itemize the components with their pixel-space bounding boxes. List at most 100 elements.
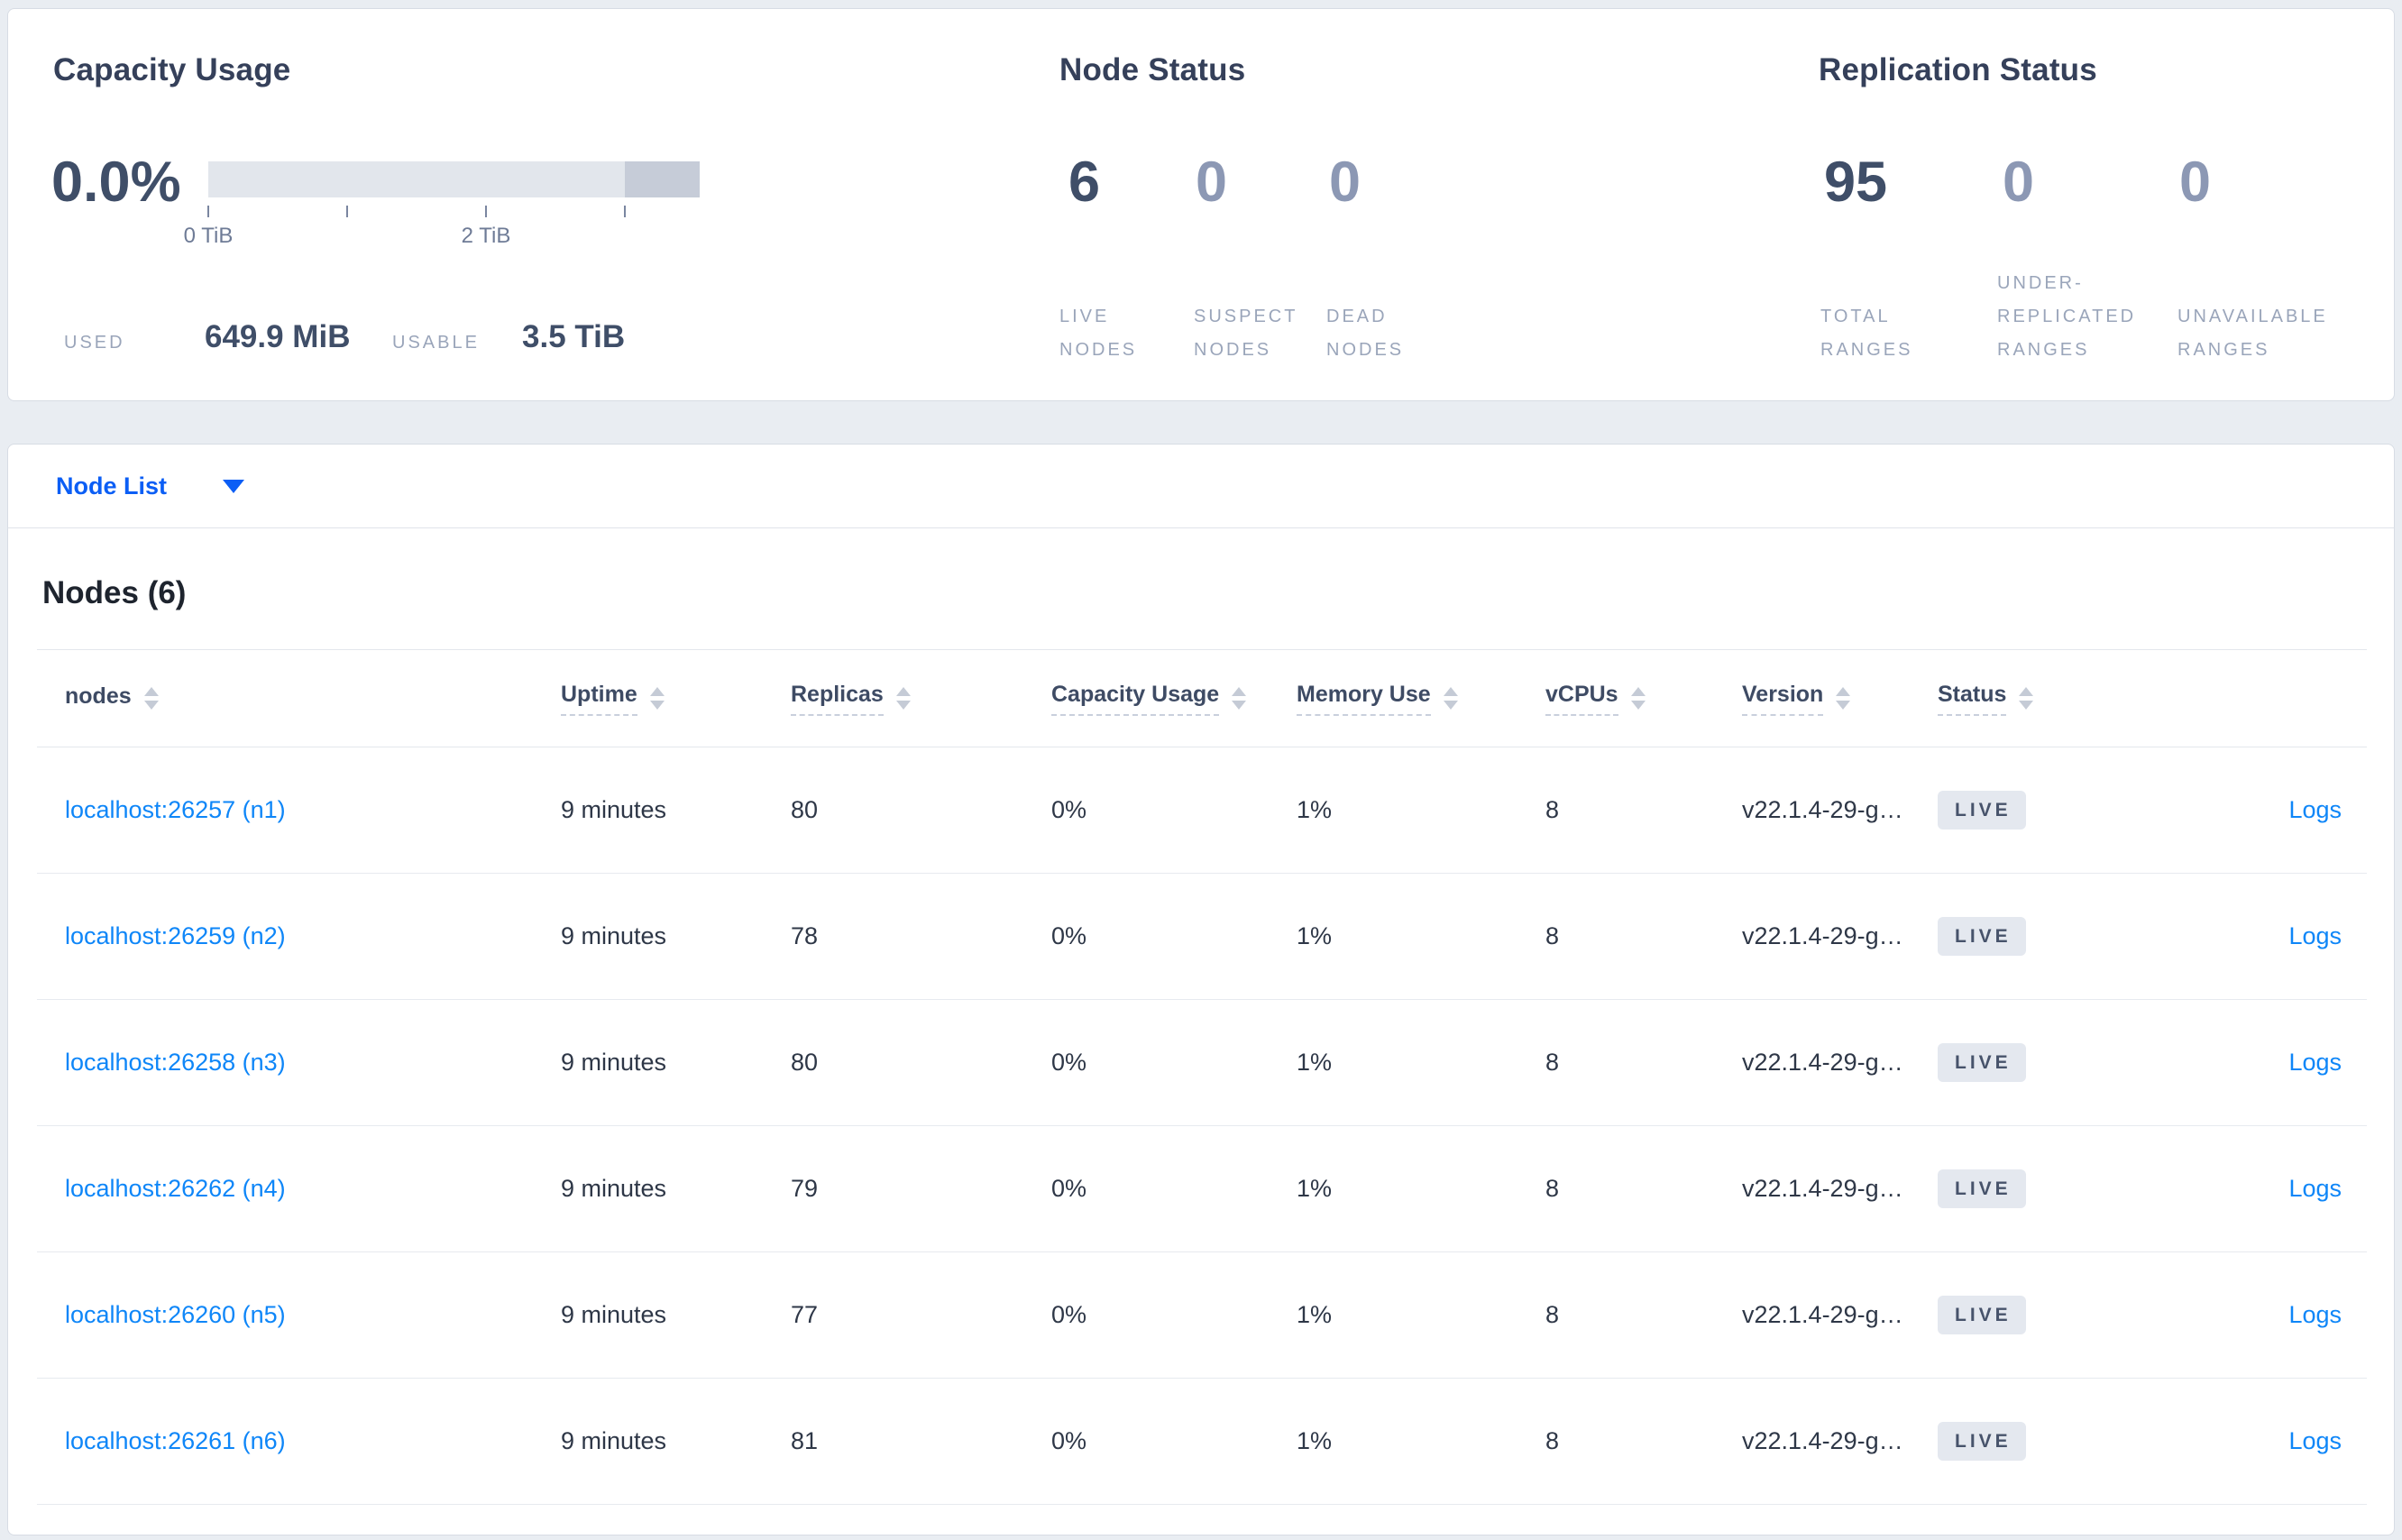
capacity-cell: 0% [1051, 922, 1087, 949]
sort-icon[interactable] [649, 687, 665, 710]
column-header-uptime[interactable]: Uptime [561, 682, 791, 716]
vcpus-cell: 8 [1545, 796, 1560, 823]
total-ranges-label: TOTAL RANGES [1820, 307, 1913, 360]
chevron-down-icon [223, 479, 245, 493]
sort-icon[interactable] [895, 687, 911, 710]
table-row: localhost:26262 (n4) 9 minutes 79 0% 1% … [37, 1126, 2367, 1252]
column-header-version[interactable]: Version [1742, 682, 1938, 716]
column-header-label: Replicas [791, 682, 884, 716]
uptime-cell: 9 minutes [561, 1049, 667, 1076]
uptime-cell: 9 minutes [561, 1427, 667, 1454]
column-header-capacity-usage[interactable]: Capacity Usage [1051, 682, 1297, 716]
status-badge: LIVE [1938, 1422, 2026, 1461]
unavailable-count: 0 [2179, 151, 2212, 214]
suspect-nodes-count: 0 [1196, 151, 1228, 214]
capacity-cell: 0% [1051, 796, 1087, 823]
sort-icon[interactable] [143, 687, 159, 710]
status-cell: LIVE [1938, 791, 2138, 830]
status-cell: LIVE [1938, 1043, 2138, 1082]
replicas-cell: 80 [791, 1049, 819, 1076]
column-header-replicas[interactable]: Replicas [791, 682, 1051, 716]
memory-cell: 1% [1297, 1175, 1333, 1202]
cluster-summary-card: Capacity Usage 0.0% 0 TiB 2 TiB USED 649… [7, 8, 2395, 401]
live-nodes-label: LIVE NODES [1059, 307, 1138, 360]
sort-icon[interactable] [1232, 687, 1247, 710]
memory-cell: 1% [1297, 796, 1333, 823]
node-list-dropdown-label: Node List [56, 472, 168, 500]
logs-cell: Logs [2138, 1301, 2367, 1329]
sort-icon[interactable] [1630, 687, 1646, 710]
column-header-label: Version [1742, 682, 1824, 716]
capacity-cell: 0% [1051, 1301, 1087, 1328]
logs-link[interactable]: Logs [2288, 1049, 2342, 1076]
sort-icon[interactable] [1443, 687, 1458, 710]
nodes-table-card: Nodes (6) nodes Uptime Replicas Capacity… [7, 527, 2395, 1535]
node-cell: localhost:26258 (n3) [37, 1049, 561, 1077]
status-cell: LIVE [1938, 917, 2138, 956]
column-header-label: vCPUs [1545, 682, 1618, 716]
column-header-status[interactable]: Status [1938, 682, 2138, 716]
table-row: localhost:26259 (n2) 9 minutes 78 0% 1% … [37, 874, 2367, 1000]
logs-link[interactable]: Logs [2288, 922, 2342, 949]
node-cell: localhost:26262 (n4) [37, 1175, 561, 1203]
node-link[interactable]: localhost:26257 (n1) [65, 796, 286, 823]
uptime-cell: 9 minutes [561, 1301, 667, 1328]
capacity-bar-tail [625, 161, 700, 197]
vcpus-cell: 8 [1545, 1301, 1560, 1328]
column-header-nodes[interactable]: nodes [37, 683, 561, 713]
memory-cell: 1% [1297, 1301, 1333, 1328]
memory-cell: 1% [1297, 1427, 1333, 1454]
column-header-memory-use[interactable]: Memory Use [1297, 682, 1545, 716]
logs-link[interactable]: Logs [2288, 1175, 2342, 1202]
logs-link[interactable]: Logs [2288, 1301, 2342, 1328]
memory-cell: 1% [1297, 1049, 1333, 1076]
logs-cell: Logs [2138, 1427, 2367, 1455]
uptime-cell: 9 minutes [561, 796, 667, 823]
node-link[interactable]: localhost:26258 (n3) [65, 1049, 286, 1076]
column-header-label: Uptime [561, 682, 637, 716]
node-list-dropdown[interactable]: Node List [56, 472, 245, 500]
status-badge: LIVE [1938, 1043, 2026, 1082]
under-replicated-count: 0 [2003, 151, 2035, 214]
status-badge: LIVE [1938, 791, 2026, 830]
replicas-cell: 79 [791, 1175, 819, 1202]
nodes-table: nodes Uptime Replicas Capacity Usage Mem… [37, 649, 2367, 1505]
total-ranges-count: 95 [1824, 151, 1888, 214]
capacity-cell: 0% [1051, 1175, 1087, 1202]
logs-cell: Logs [2138, 1049, 2367, 1077]
nodes-table-title: Nodes (6) [42, 575, 187, 610]
under-replicated-label: UNDER- REPLICATED RANGES [1997, 273, 2137, 360]
logs-link[interactable]: Logs [2288, 1427, 2342, 1454]
suspect-nodes-label: SUSPECT NODES [1194, 307, 1298, 360]
column-header-label: Status [1938, 682, 2007, 716]
uptime-cell: 9 minutes [561, 922, 667, 949]
node-cell: localhost:26257 (n1) [37, 796, 561, 824]
node-link[interactable]: localhost:26260 (n5) [65, 1301, 286, 1328]
dead-nodes-label: DEAD NODES [1326, 307, 1405, 360]
vcpus-cell: 8 [1545, 1427, 1560, 1454]
table-row: localhost:26258 (n3) 9 minutes 80 0% 1% … [37, 1000, 2367, 1126]
version-cell: v22.1.4-29-g… [1742, 796, 1903, 823]
version-cell: v22.1.4-29-g… [1742, 922, 1903, 949]
capacity-usage-percent: 0.0% [51, 151, 181, 214]
column-header-vcpus[interactable]: vCPUs [1545, 682, 1742, 716]
node-link[interactable]: localhost:26262 (n4) [65, 1175, 286, 1202]
version-cell: v22.1.4-29-g… [1742, 1049, 1903, 1076]
node-link[interactable]: localhost:26261 (n6) [65, 1427, 286, 1454]
live-nodes-count: 6 [1068, 151, 1101, 214]
logs-link[interactable]: Logs [2288, 796, 2342, 823]
logs-cell: Logs [2138, 922, 2367, 950]
sort-icon[interactable] [2019, 687, 2034, 710]
status-cell: LIVE [1938, 1422, 2138, 1461]
capacity-tick [346, 206, 348, 217]
sort-icon[interactable] [1836, 687, 1851, 710]
replicas-cell: 80 [791, 796, 819, 823]
node-link[interactable]: localhost:26259 (n2) [65, 922, 286, 949]
capacity-tick-label-0: 0 TiB [183, 224, 234, 248]
usable-value: 3.5 TiB [522, 319, 626, 354]
column-header-label: nodes [65, 683, 132, 709]
uptime-cell: 9 minutes [561, 1175, 667, 1202]
status-badge: LIVE [1938, 1296, 2026, 1334]
replicas-cell: 81 [791, 1427, 819, 1454]
replicas-cell: 78 [791, 922, 819, 949]
